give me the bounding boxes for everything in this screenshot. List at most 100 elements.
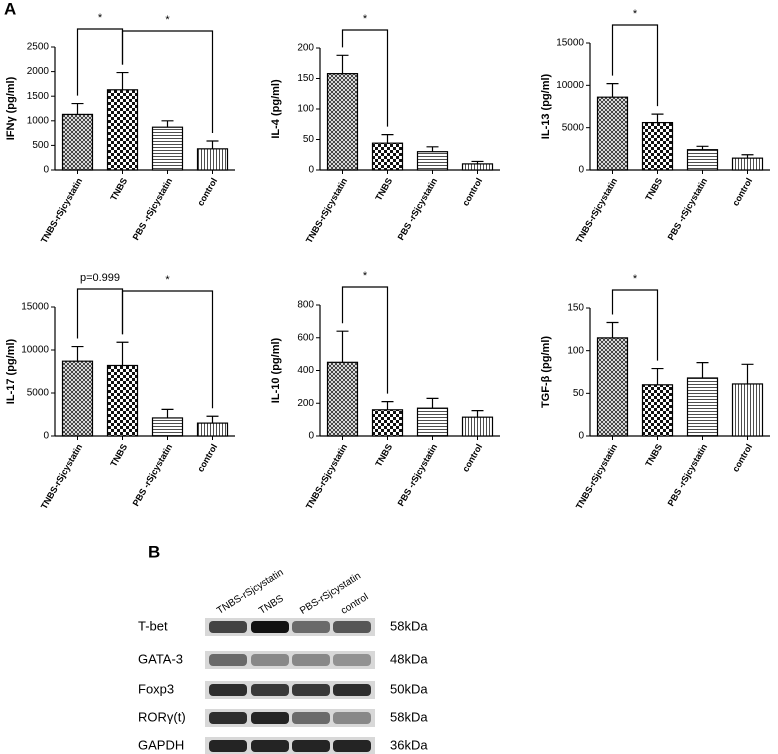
significance-label: * — [363, 13, 368, 25]
y-tick-label: 2500 — [27, 42, 50, 53]
y-tick-label: 10000 — [556, 80, 584, 91]
lane-label: control — [339, 592, 370, 617]
y-tick-label: 5000 — [27, 388, 50, 399]
y-tick-label: 100 — [297, 104, 314, 115]
band — [333, 740, 371, 752]
band — [209, 621, 247, 633]
protein-label: Foxp3 — [138, 681, 174, 696]
bar — [326, 361, 359, 437]
error-bar — [426, 397, 439, 409]
bar — [151, 417, 184, 437]
band — [333, 654, 371, 666]
protein-label: RORγ(t) — [138, 709, 186, 724]
bar — [596, 96, 629, 171]
x-tick-label: TNBS-rSjcystatin — [39, 176, 84, 245]
bar — [326, 73, 359, 171]
bar — [61, 360, 94, 437]
band — [209, 740, 247, 752]
x-tick-label: control — [460, 176, 484, 207]
error-bar — [696, 145, 709, 150]
x-tick-label: PBS -rSjcystatin — [131, 442, 175, 508]
band — [209, 712, 247, 724]
blot-strip — [205, 737, 375, 754]
band — [333, 621, 371, 633]
y-tick-label: 0 — [578, 165, 584, 176]
y-axis-label: IL-13 (pg/ml) — [540, 73, 552, 139]
y-tick-label: 0 — [308, 165, 314, 176]
band — [292, 684, 330, 696]
band — [251, 654, 289, 666]
error-bar — [206, 140, 219, 149]
x-tick-label: TNBS-rSjcystatin — [304, 442, 349, 511]
size-label: 48kDa — [390, 651, 428, 666]
band — [292, 740, 330, 752]
bar — [461, 416, 494, 437]
y-axis-label: IL-10 (pg/ml) — [270, 337, 282, 403]
error-bar — [471, 160, 484, 164]
x-tick-label: PBS -rSjcystatin — [396, 442, 440, 508]
band — [251, 621, 289, 633]
error-bar — [381, 401, 394, 410]
y-tick-label: 0 — [43, 165, 49, 176]
y-tick-label: 600 — [297, 332, 314, 343]
y-tick-label: 200 — [297, 43, 314, 54]
x-tick-label: control — [730, 442, 754, 473]
error-bar — [471, 410, 484, 418]
x-tick-label: TNBS — [643, 442, 664, 468]
size-label: 58kDa — [390, 709, 428, 724]
error-bar — [606, 83, 619, 98]
significance-bracket — [341, 29, 389, 127]
error-bar — [696, 362, 709, 378]
error-bar — [116, 341, 129, 366]
band — [251, 740, 289, 752]
band — [292, 654, 330, 666]
bar — [641, 384, 674, 437]
error-bar — [651, 367, 664, 385]
bar — [596, 337, 629, 437]
band — [251, 684, 289, 696]
blot-strip — [205, 709, 375, 727]
error-bar — [741, 363, 754, 384]
blot-strip — [205, 651, 375, 669]
y-tick-label: 400 — [297, 365, 314, 376]
x-tick-label: TNBS-rSjcystatin — [304, 176, 349, 245]
significance-label: * — [633, 273, 638, 285]
x-tick-label: control — [195, 176, 219, 207]
y-tick-label: 1500 — [27, 91, 50, 102]
lane-label: TNBS-rSjcystatin — [215, 567, 285, 617]
x-tick-label: control — [460, 442, 484, 473]
y-tick-label: 2000 — [27, 66, 50, 77]
error-bar — [116, 71, 129, 90]
lane-label: TNBS — [257, 593, 286, 617]
blot-strip — [205, 681, 375, 699]
significance-label: p=0.999 — [80, 272, 120, 284]
significance-bracket — [341, 286, 389, 394]
significance-label: * — [165, 274, 170, 286]
x-tick-label: PBS -rSjcystatin — [666, 176, 710, 242]
significance-bracket — [76, 28, 124, 96]
error-bar — [651, 113, 664, 123]
x-tick-label: TNBS — [108, 176, 129, 202]
x-tick-label: PBS -rSjcystatin — [131, 176, 175, 242]
y-tick-label: 50 — [573, 388, 585, 399]
error-bar — [741, 154, 754, 159]
bar — [106, 89, 139, 171]
band — [251, 712, 289, 724]
error-bar — [606, 321, 619, 338]
bar — [731, 157, 764, 171]
x-tick-label: PBS -rSjcystatin — [396, 176, 440, 242]
x-tick-label: control — [730, 176, 754, 207]
panel-label: A — [4, 0, 16, 18]
y-tick-label: 0 — [43, 431, 49, 442]
band — [209, 684, 247, 696]
bar — [416, 151, 449, 171]
band — [209, 654, 247, 666]
error-bar — [161, 120, 174, 128]
bar — [686, 149, 719, 171]
bar — [686, 377, 719, 437]
y-tick-label: 200 — [297, 398, 314, 409]
blot-strip — [205, 618, 375, 636]
bar — [106, 364, 139, 437]
y-tick-label: 0 — [308, 431, 314, 442]
error-bar — [336, 54, 349, 74]
